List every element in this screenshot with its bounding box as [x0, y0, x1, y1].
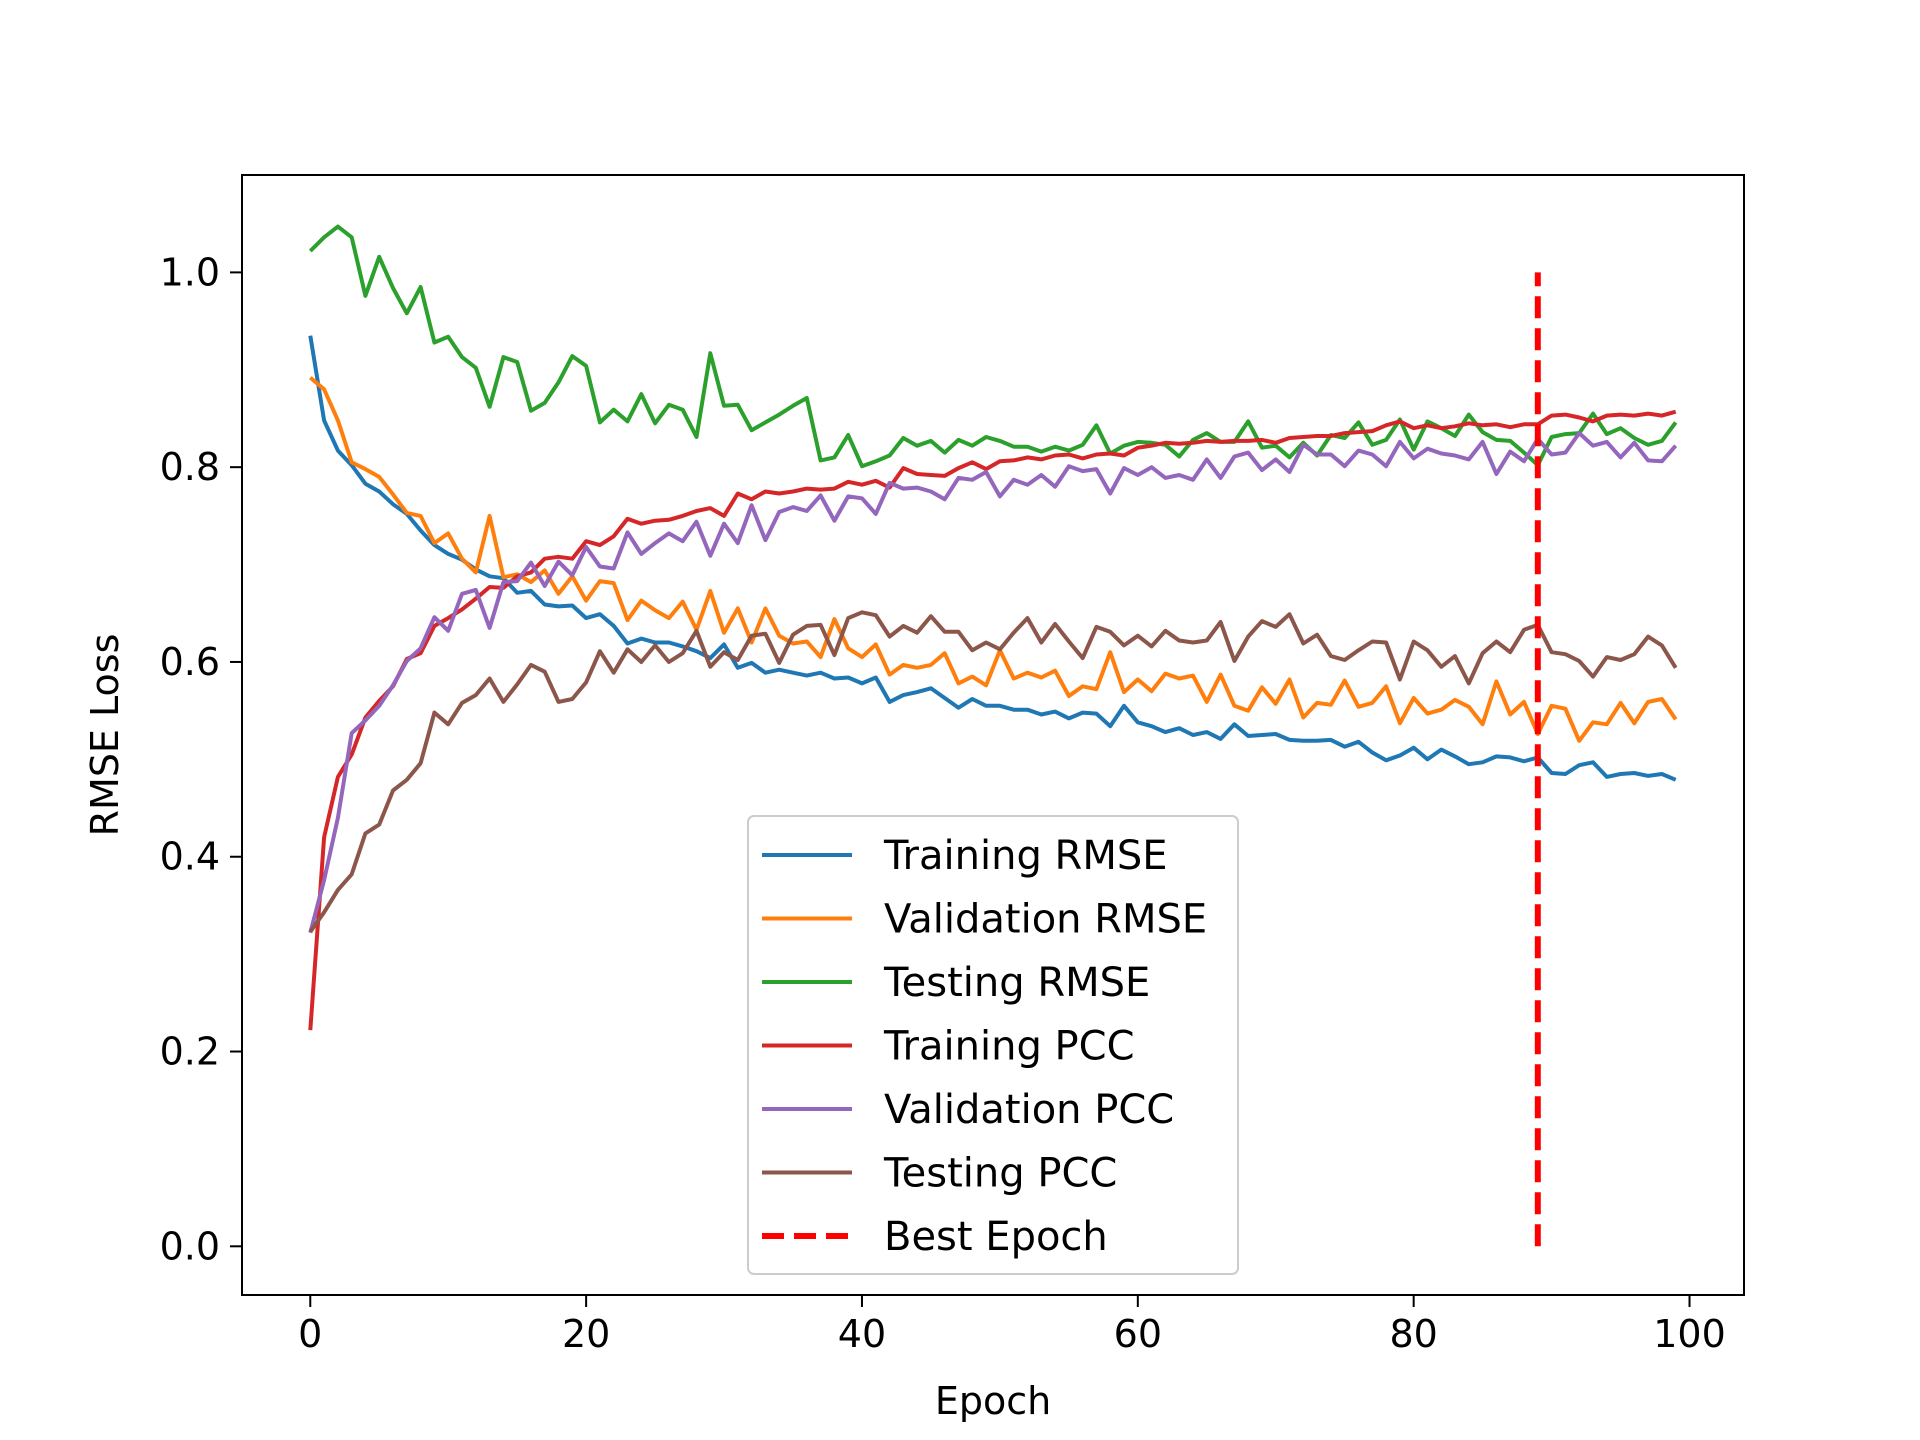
plot-lines	[308, 224, 1678, 1247]
y-tick-label: 0.4	[160, 835, 220, 879]
legend-label-testing-pcc: Testing PCC	[883, 1151, 1117, 1197]
series-line-testing-rmse	[308, 224, 1678, 469]
y-tick-label: 0.6	[160, 640, 220, 684]
x-tick-label: 40	[838, 1312, 886, 1356]
series-line-training-pcc	[308, 409, 1677, 1031]
legend-label-training-rmse: Training RMSE	[883, 833, 1168, 879]
x-tick-label: 60	[1114, 1312, 1162, 1356]
legend-label-training-pcc: Training PCC	[883, 1024, 1135, 1070]
x-tick-label: 20	[562, 1312, 610, 1356]
legend-box	[747, 815, 1239, 1275]
x-tick-label: 100	[1653, 1312, 1726, 1356]
y-axis-label: RMSE Loss	[83, 634, 127, 837]
series-line-testing-pcc	[308, 610, 1678, 933]
axes-frame	[241, 174, 1745, 1296]
legend: Training RMSE Validation RMSE Testing RMSE…	[747, 815, 1239, 1275]
x-tick-label: 80	[1389, 1312, 1437, 1356]
x-axis-label: Epoch	[935, 1379, 1051, 1423]
legend-label-validation-pcc: Validation PCC	[884, 1087, 1174, 1133]
legend-label-testing-rmse: Testing RMSE	[883, 960, 1150, 1006]
series-line-training-rmse	[308, 335, 1677, 782]
series-line-validation-pcc	[308, 431, 1678, 934]
y-tick-label: 0.8	[160, 445, 220, 489]
x-axis-ticks: 0 20 40 60 80 100	[298, 1295, 1726, 1356]
legend-label-validation-rmse: Validation RMSE	[884, 897, 1207, 943]
y-tick-label: 0.0	[160, 1224, 220, 1268]
y-tick-label: 1.0	[160, 250, 220, 294]
y-axis-ticks: 0.0 0.2 0.4 0.6 0.8 1.0	[160, 250, 242, 1268]
y-tick-label: 0.2	[160, 1030, 220, 1074]
legend-label-best-epoch: Best Epoch	[884, 1214, 1108, 1260]
x-tick-label: 0	[298, 1312, 322, 1356]
